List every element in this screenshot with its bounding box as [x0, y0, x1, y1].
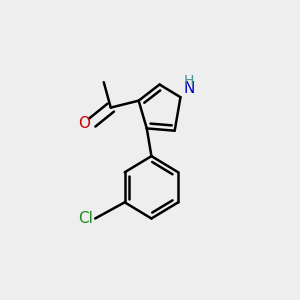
Text: O: O [78, 116, 90, 131]
Text: Cl: Cl [78, 211, 93, 226]
Text: N: N [183, 81, 195, 96]
Text: H: H [183, 74, 194, 88]
